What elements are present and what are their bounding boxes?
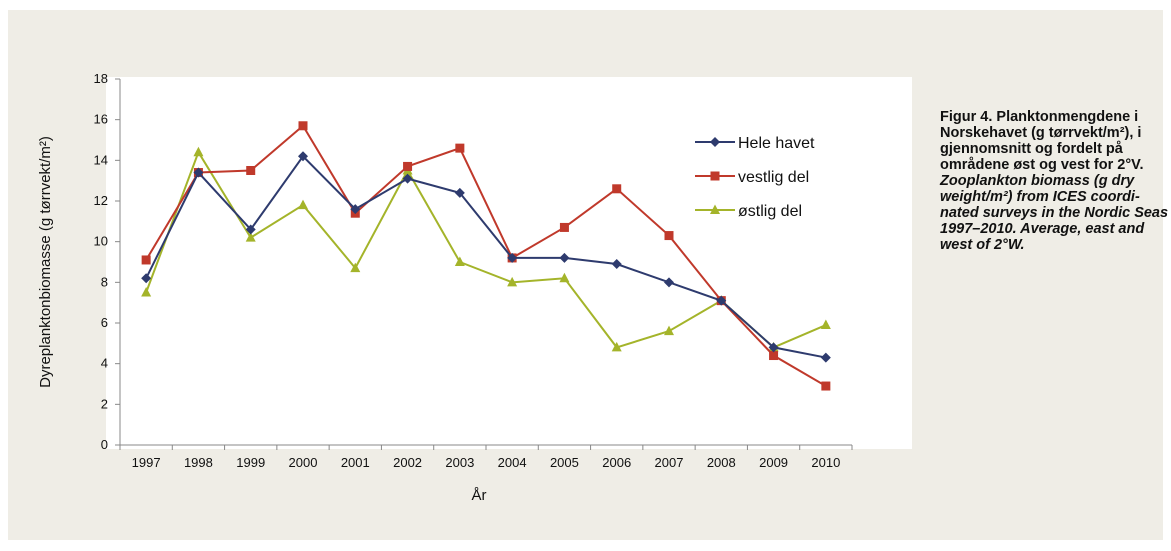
y-tick-label: 2	[101, 396, 108, 411]
legend-label: Hele havet	[738, 135, 815, 152]
x-tick-label: 1998	[184, 455, 213, 470]
legend-item: østlig del	[695, 203, 802, 220]
y-tick-label: 12	[94, 193, 108, 208]
data-point	[559, 252, 570, 263]
data-point	[664, 231, 674, 241]
data-point	[507, 252, 518, 263]
series-lines	[141, 121, 831, 391]
y-tick-label: 14	[94, 152, 108, 167]
data-point	[559, 272, 570, 283]
legend-item: vestlig del	[695, 169, 809, 186]
data-point	[769, 351, 779, 361]
series-line	[145, 149, 827, 349]
data-point	[664, 325, 674, 336]
caption-title-norwegian: Figur 4. Planktonmengdene i Norskehavet …	[940, 109, 1144, 173]
plot-area	[106, 77, 912, 449]
data-point	[298, 151, 308, 162]
data-point	[768, 342, 779, 353]
axes: 0 2 4 6 8 10 12 14 16 18 1997 1998 1999 2000 2001 2002 2…	[94, 71, 853, 470]
data-point	[245, 232, 256, 242]
x-tick-label: 1997	[132, 455, 161, 470]
data-point	[611, 259, 622, 270]
line-chart: 0 2 4 6 8 10 12 14 16 18 1997 1998 1999 2000 2001 2002 2…	[37, 71, 912, 504]
data-point	[611, 341, 622, 352]
series-line	[145, 154, 827, 359]
x-tick-label: 2004	[498, 455, 527, 470]
data-point	[664, 277, 674, 288]
data-point	[454, 187, 465, 198]
legend: Hele havet vestlig del østlig del	[695, 135, 815, 220]
legend-label: østlig del	[738, 203, 802, 220]
data-point	[245, 224, 256, 235]
data-point	[454, 256, 465, 266]
data-point	[141, 273, 152, 284]
x-tick-label: 2002	[393, 455, 422, 470]
data-point	[716, 295, 727, 306]
x-axis-title: År	[472, 487, 487, 504]
data-point	[246, 166, 256, 175]
data-point	[350, 262, 361, 273]
series-line	[145, 124, 827, 387]
y-tick-label: 18	[94, 71, 108, 86]
data-point	[298, 199, 308, 210]
data-point	[820, 319, 831, 330]
legend-marker	[710, 137, 720, 147]
data-point	[612, 184, 622, 194]
data-point	[193, 167, 204, 178]
legend-marker	[710, 171, 720, 181]
data-point	[559, 222, 569, 232]
x-tick-label: 2009	[759, 455, 788, 470]
data-point	[141, 255, 151, 265]
legend-marker	[710, 204, 720, 214]
figure-caption: Figur 4. Planktonmengdene i Norskehavet …	[940, 109, 1171, 253]
x-tick-label: 2001	[341, 455, 370, 470]
y-tick-label: 8	[101, 274, 108, 289]
legend-item: Hele havet	[695, 135, 815, 152]
data-point	[193, 146, 204, 157]
data-point	[821, 381, 831, 391]
x-tick-label: 2008	[707, 455, 736, 470]
caption-title-english: Zooplankton biomass (g dry weight/m²) fr…	[940, 173, 1169, 253]
data-point	[402, 173, 413, 184]
x-tick-label: 2005	[550, 455, 579, 470]
data-point	[820, 352, 831, 363]
y-tick-label: 0	[101, 437, 108, 452]
x-tick-label: 2000	[289, 455, 318, 470]
y-axis-title: Dyreplanktonbiomasse (g tørrvekt/m²)	[37, 136, 54, 388]
legend-label: vestlig del	[738, 169, 809, 186]
data-point	[141, 287, 152, 297]
data-point	[350, 204, 361, 215]
x-tick-label: 2007	[655, 455, 684, 470]
x-tick-label: 2003	[445, 455, 474, 470]
series-0	[141, 151, 831, 363]
y-tick-label: 10	[94, 234, 108, 249]
y-tick-label: 4	[101, 356, 108, 371]
data-point	[507, 276, 518, 287]
data-point	[403, 161, 413, 171]
y-tick-label: 16	[94, 112, 108, 127]
data-point	[298, 121, 308, 131]
data-point	[455, 143, 465, 153]
x-tick-label: 2006	[602, 455, 631, 470]
x-tick-label: 1999	[236, 455, 265, 470]
x-tick-label: 2010	[811, 455, 840, 470]
y-tick-label: 6	[101, 315, 108, 330]
